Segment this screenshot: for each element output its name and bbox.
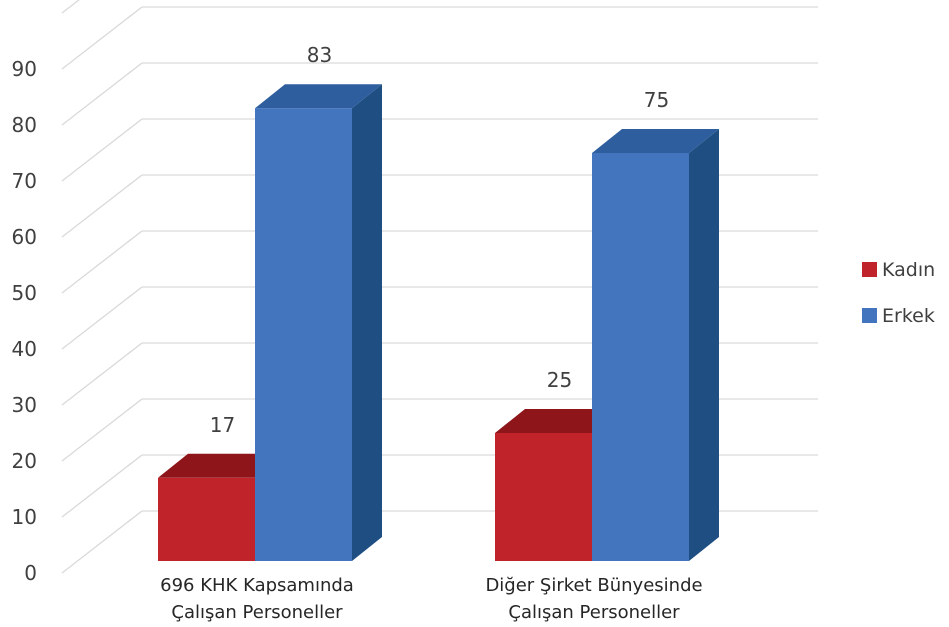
bar-front: [495, 433, 592, 561]
y-tick-label: 50: [12, 281, 37, 305]
legend-label: Erkek: [882, 305, 935, 327]
legend-label: Kadın: [882, 259, 935, 281]
x-tick-label: 696 KHK Kapsamında Çalışan Personeller: [160, 575, 354, 623]
y-axis: 0 10 20 30 40 50 60 70 80 90: [12, 57, 37, 585]
x-tick-label-line: Çalışan Personeller: [171, 602, 343, 623]
x-tick-label: Diğer Şirket Bünyesinde Çalışan Personell…: [485, 575, 702, 623]
gridline-diagonal: [61, 118, 143, 182]
x-tick-label-line: 696 KHK Kapsamında: [160, 575, 354, 596]
gridline-diagonal: [61, 0, 80, 14]
y-tick-label: 90: [12, 57, 37, 81]
bar-side: [352, 84, 382, 561]
legend: Kadın Erkek: [862, 259, 935, 327]
y-tick-label: 80: [12, 113, 37, 137]
legend-swatch: [862, 308, 877, 323]
gridline: [61, 0, 80, 14]
bar: [255, 84, 382, 561]
data-label: 75: [644, 88, 669, 112]
legend-item: Erkek: [862, 305, 935, 327]
bar-front: [592, 153, 689, 561]
y-tick-label: 70: [12, 169, 37, 193]
y-tick-label: 0: [24, 561, 37, 585]
gridline-diagonal: [61, 174, 143, 238]
data-labels: 17 83 25 75: [210, 43, 669, 437]
bar-top: [495, 409, 622, 433]
y-tick-label: 20: [12, 449, 37, 473]
bar-top: [255, 84, 382, 109]
bar-front: [255, 108, 352, 561]
gridline: [61, 118, 818, 182]
x-tick-label-line: Diğer Şirket Bünyesinde: [485, 575, 702, 596]
bars: [158, 84, 719, 561]
gridline-diagonal: [61, 398, 143, 462]
bar-front: [158, 477, 255, 561]
data-label: 83: [307, 43, 332, 67]
gridline-diagonal: [61, 510, 143, 574]
x-axis: 696 KHK Kapsamında Çalışan PersonellerDiğ…: [160, 575, 702, 623]
gridline-diagonal: [61, 62, 143, 126]
gridline-diagonal: [61, 230, 143, 294]
bar-side: [689, 129, 719, 561]
y-tick-label: 40: [12, 337, 37, 361]
data-label: 17: [210, 413, 235, 437]
bar: [592, 129, 719, 561]
gridline-diagonal: [61, 6, 143, 70]
gridline-diagonal: [61, 454, 143, 518]
gridline: [61, 62, 818, 126]
y-tick-label: 10: [12, 505, 37, 529]
gridline-diagonal: [61, 286, 143, 350]
y-tick-label: 60: [12, 225, 37, 249]
data-label: 25: [547, 368, 572, 392]
gridline-diagonal: [61, 342, 143, 406]
y-tick-label: 30: [12, 393, 37, 417]
bar-top: [592, 129, 719, 153]
legend-swatch: [862, 262, 877, 277]
bar-top: [158, 453, 285, 478]
legend-item: Kadın: [862, 259, 935, 281]
x-tick-label-line: Çalışan Personeller: [508, 602, 680, 623]
gridline: [61, 6, 818, 70]
